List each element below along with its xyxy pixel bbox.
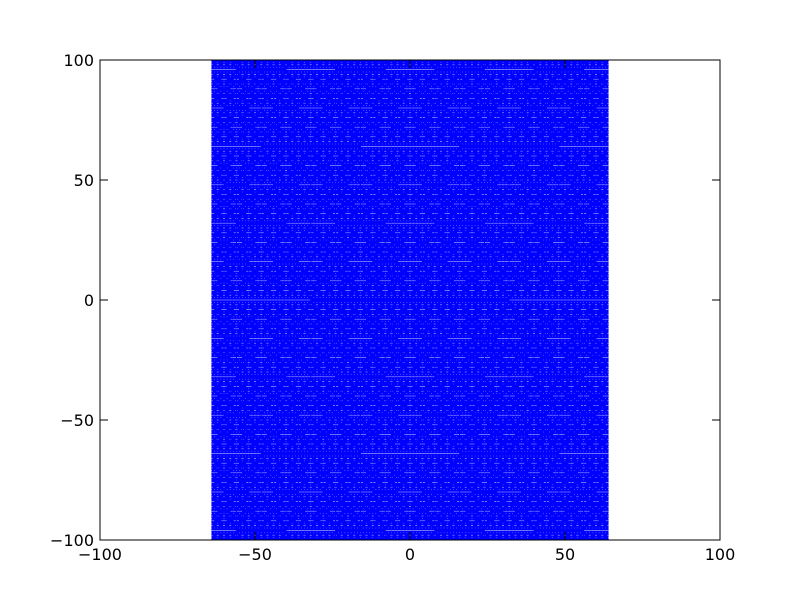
- y-tick-label: 50: [74, 171, 94, 190]
- h-tree-path: [212, 0, 608, 600]
- y-tick-label: −50: [60, 411, 94, 430]
- x-tick-label: 100: [705, 545, 736, 564]
- y-tick-label: −100: [50, 531, 94, 550]
- y-tick-label: 0: [84, 291, 94, 310]
- x-tick-label: 0: [405, 545, 415, 564]
- x-tick-label: −50: [238, 545, 272, 564]
- x-tick-label: 50: [555, 545, 575, 564]
- y-tick-label: 100: [63, 51, 94, 70]
- h-tree-series: [212, 0, 608, 600]
